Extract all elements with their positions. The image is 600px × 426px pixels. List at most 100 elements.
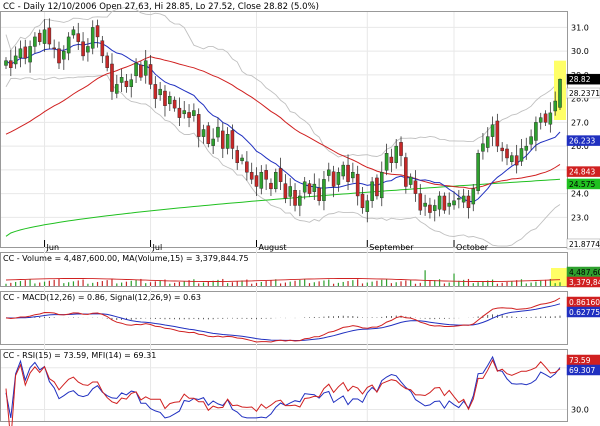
volume-bar [241,280,243,286]
month-label: October [456,243,489,252]
volume-bar [246,279,248,286]
candle [317,187,321,201]
candle [365,200,370,212]
candle [524,145,529,151]
candle [307,183,312,194]
candle [192,110,196,116]
candle [312,183,317,192]
volume-tag: 4,487,600 [569,268,600,277]
candle [326,169,331,176]
volume-bar [251,283,253,286]
volume-bar [58,278,60,286]
volume-bar [130,280,132,286]
volume-bar [260,281,262,286]
volume-bar [405,280,407,286]
candle [158,88,162,96]
candle [254,175,259,187]
price-tick-label: 23.0 [571,213,589,222]
volume-bar [530,282,532,286]
price-tag: 24.575 [569,180,595,189]
volume-bar [414,283,417,286]
candle [442,195,447,211]
candle [413,180,418,194]
candle [240,157,244,162]
candle [538,117,543,123]
candle [404,157,408,187]
volume-bar [472,283,474,286]
bollinger-lower [5,74,561,247]
candle [201,129,206,137]
volume-bar [87,283,89,286]
ma-long-line [5,178,561,237]
volume-bar [299,279,301,286]
candle [490,124,495,137]
rsi-tag: 73.59 [569,356,591,365]
rsi-label: CC - RSI(15) = 73.59, MFI(14) = 69.31 [3,351,156,360]
candle [105,55,109,68]
volume-bar [352,280,354,286]
volume-bar [289,281,291,286]
candle [110,63,114,92]
volume-bar [111,279,113,286]
candle [143,60,148,76]
volume-label: CC - Volume = 4,487,600.00, MA(Volume,15… [3,254,249,263]
macd-panel [0,291,568,345]
candle [249,172,254,180]
candle [274,172,278,190]
volume-bar [188,280,190,286]
candle [76,33,81,42]
candle [529,136,533,145]
price-tick-label: 28.0 [571,95,589,104]
volume-bar [101,281,103,286]
volume-bar [5,283,7,286]
volume-bar [275,279,277,286]
volume-bar [217,279,219,286]
candle [543,113,548,123]
volume-bar [207,281,209,286]
volume-bar [361,283,364,286]
volume-bar [48,280,50,286]
volume-bar [231,282,234,286]
price-tag: 26.233 [569,137,595,146]
candle [13,55,18,65]
candle [375,177,379,197]
candle [81,41,85,57]
volume-bar [491,279,494,286]
candle [428,204,432,213]
candle [389,156,394,163]
volume-bar [92,282,94,286]
volume-bar [385,278,388,286]
candle [9,60,13,68]
volume-bar [284,282,287,286]
volume-bar [525,283,527,286]
volume-ma-line [5,278,561,282]
grid-layer [1,12,567,421]
volume-bar [400,281,402,286]
volume-bar [169,283,171,286]
candle [129,79,134,87]
candle [457,198,461,200]
candle [230,130,235,149]
candle [259,172,264,189]
price-tag-bg [566,87,600,99]
volume-bar [53,279,55,286]
candle [331,171,336,187]
candle [124,80,129,87]
month-label: Jun [46,243,60,252]
candle [86,46,90,53]
volume-highlight [551,268,569,286]
volume-bar [438,279,441,286]
volume-bar [477,282,479,286]
candle [510,155,514,162]
volume-bar [429,281,431,286]
volume-bar [145,283,147,286]
volume-bar [506,281,508,286]
candle [399,142,403,156]
volume-bar [304,278,306,286]
volume-bar [255,282,258,286]
candle [485,136,490,148]
volume-bar [381,279,383,286]
candle [264,170,268,180]
candle [298,195,302,206]
month-label: September [369,243,414,252]
